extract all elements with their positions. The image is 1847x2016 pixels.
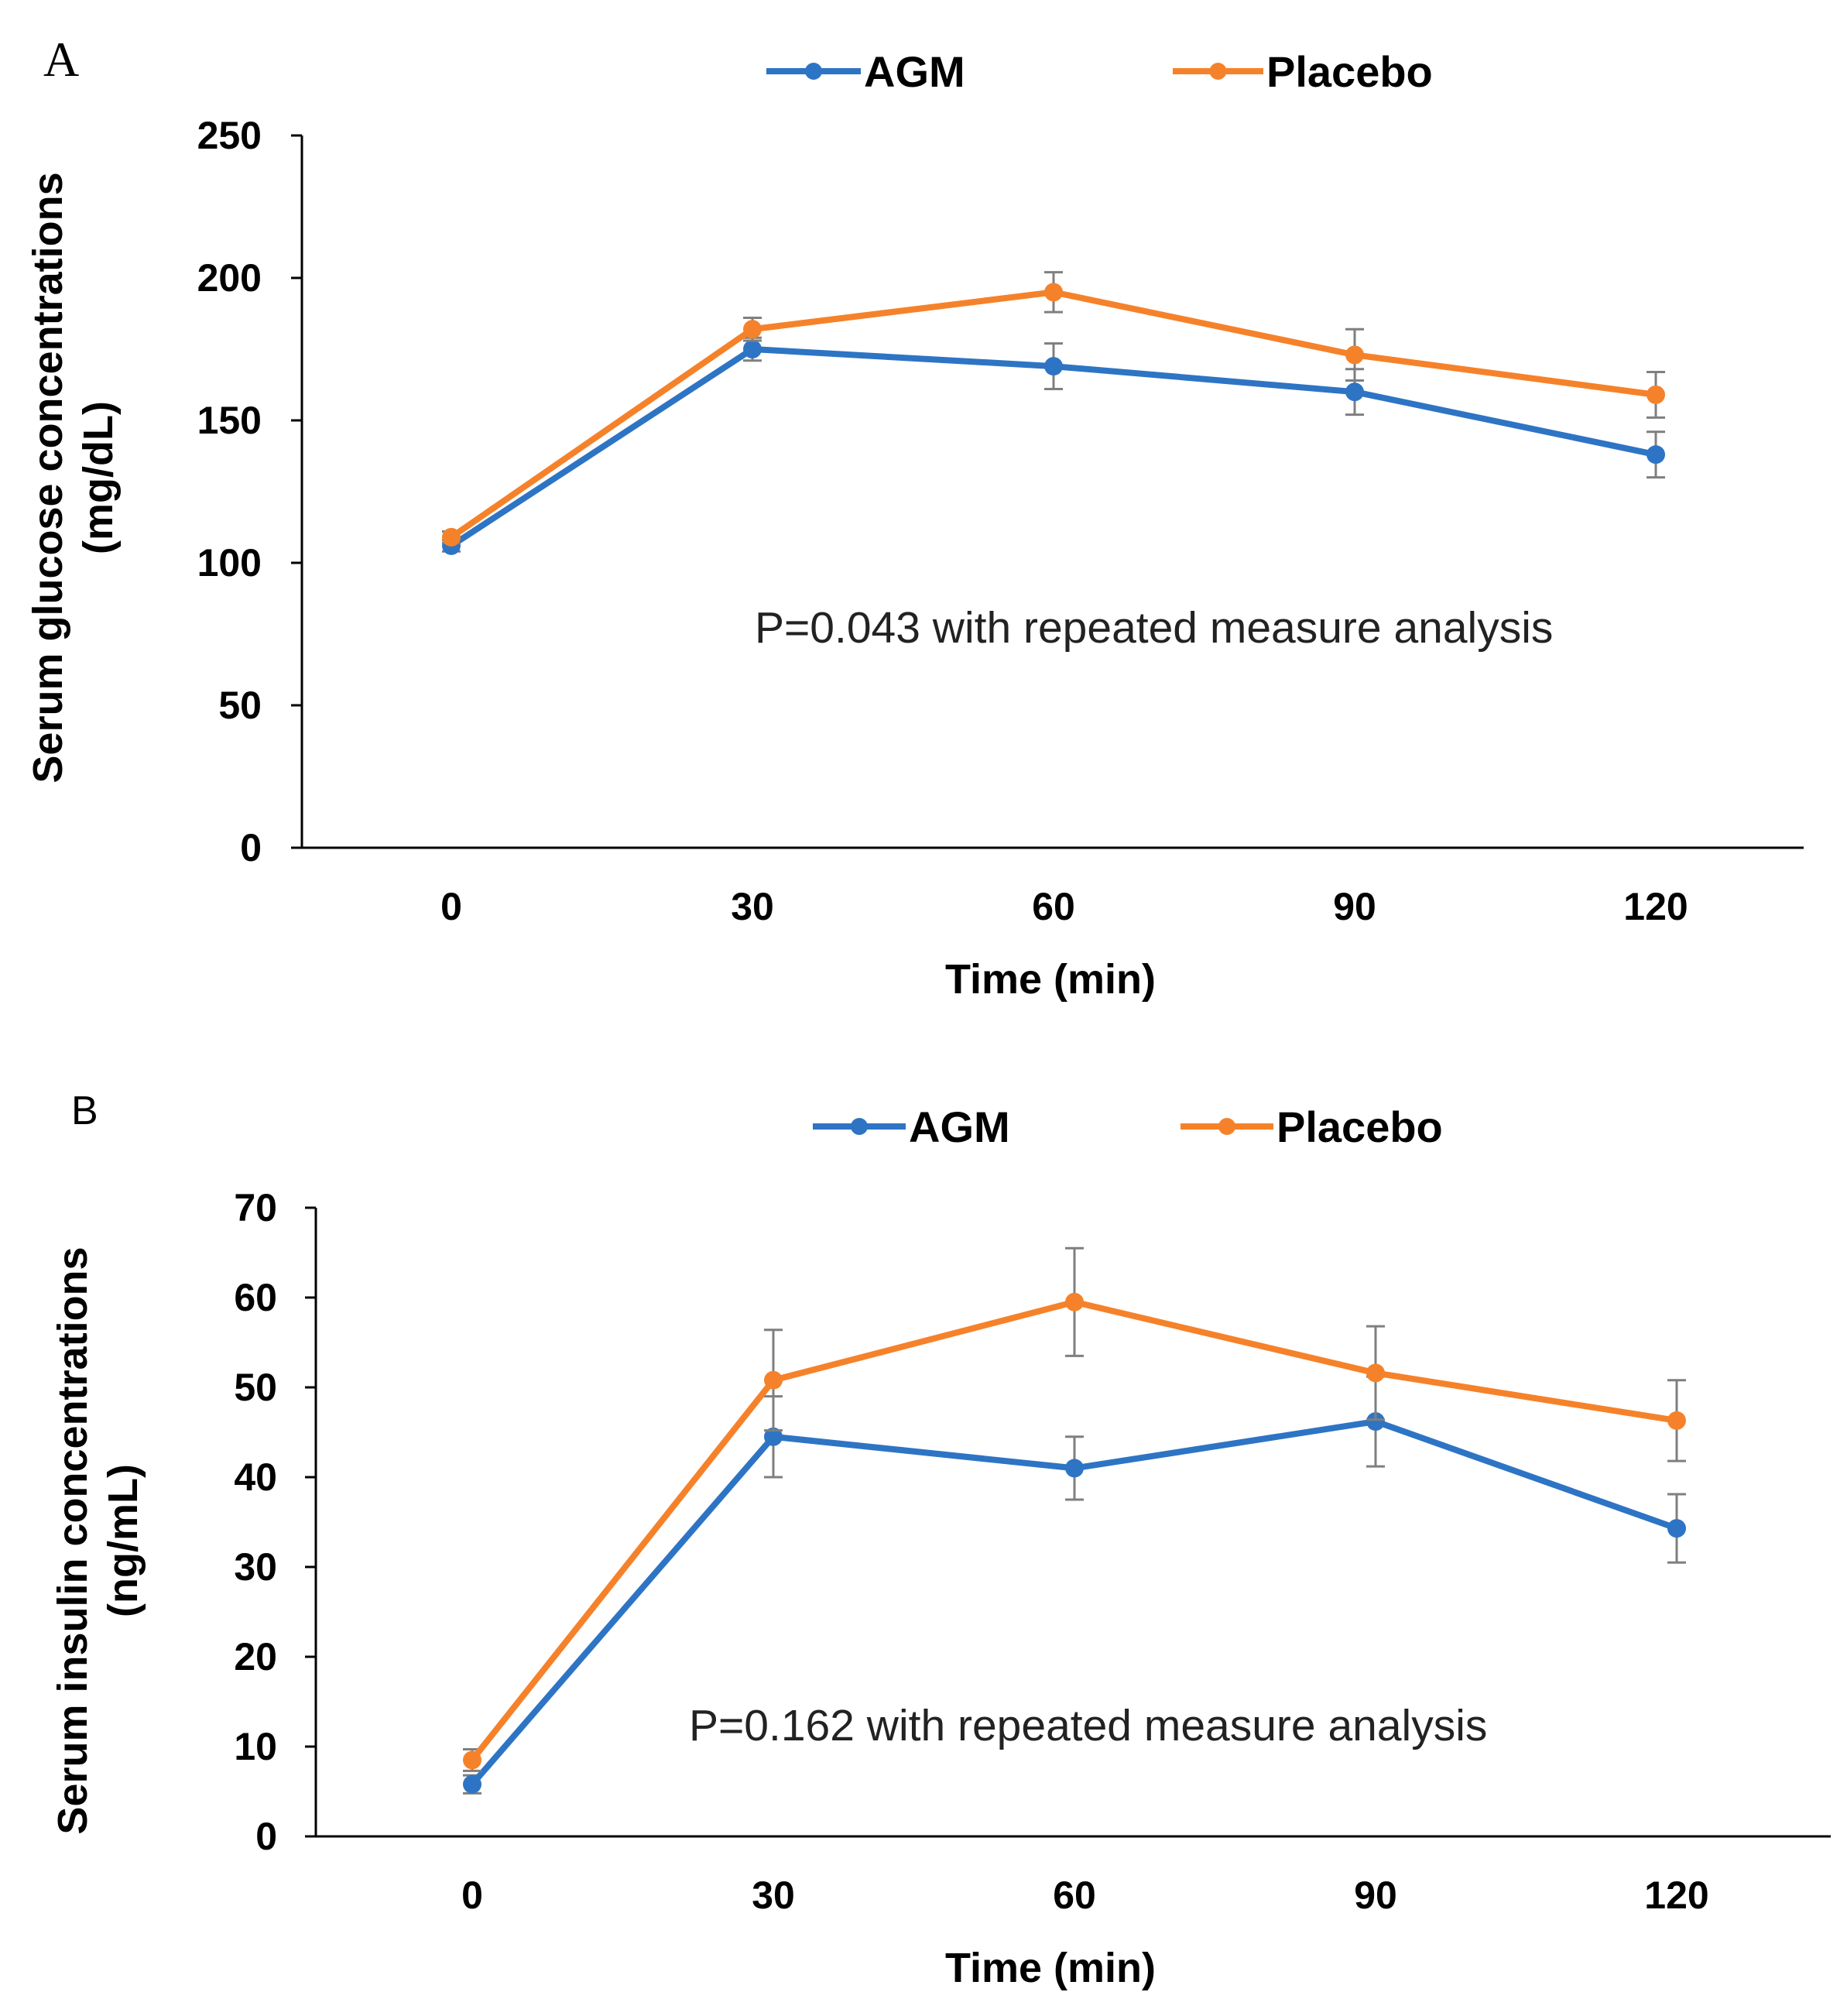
y-tick-label: 50 bbox=[234, 1366, 277, 1409]
x-tick-label: 120 bbox=[1644, 1874, 1708, 1917]
x-tick-label: 30 bbox=[752, 1874, 795, 1917]
data-point-placebo bbox=[442, 527, 461, 547]
y-tick-label: 100 bbox=[197, 541, 262, 585]
legend-marker-placebo bbox=[1218, 1118, 1235, 1135]
legend-marker-agm bbox=[851, 1118, 868, 1135]
data-point-agm bbox=[1366, 1412, 1385, 1431]
data-point-placebo bbox=[1044, 283, 1063, 302]
x-tick-label: 0 bbox=[440, 885, 462, 928]
y-tick-label: 150 bbox=[197, 399, 262, 442]
data-point-agm bbox=[743, 340, 762, 358]
legend-label-agm: AGM bbox=[864, 47, 965, 96]
y-tick-label: 30 bbox=[234, 1545, 277, 1589]
data-point-agm bbox=[463, 1774, 481, 1794]
y-tick-label: 20 bbox=[234, 1635, 277, 1678]
y-axis-label-b-line1: Serum insulin concentrations bbox=[50, 1246, 96, 1834]
x-tick-label: 60 bbox=[1053, 1874, 1096, 1917]
legend-label-agm: AGM bbox=[909, 1102, 1010, 1151]
data-point-placebo bbox=[1345, 345, 1364, 365]
data-point-placebo bbox=[1667, 1411, 1686, 1430]
legend-label-placebo: Placebo bbox=[1266, 47, 1433, 96]
chart-panel-b: B P=0.162 with repeated measure analysis… bbox=[50, 1089, 1831, 1991]
annotation-b: P=0.162 with repeated measure analysis bbox=[689, 1701, 1487, 1750]
y-tick-label: 200 bbox=[197, 256, 262, 300]
y-tick-label: 50 bbox=[218, 684, 262, 727]
y-tick-label: 0 bbox=[240, 826, 262, 869]
x-tick-label: 90 bbox=[1333, 885, 1376, 928]
series-line-placebo bbox=[469, 1298, 1677, 1762]
x-axis-label-b: Time (min) bbox=[945, 1945, 1156, 1991]
data-point-placebo bbox=[463, 1750, 481, 1770]
data-point-placebo bbox=[1366, 1363, 1385, 1383]
data-point-agm bbox=[1065, 1459, 1084, 1478]
x-tick-label: 120 bbox=[1623, 885, 1688, 928]
legend-marker-agm bbox=[805, 63, 822, 80]
legend-marker-placebo bbox=[1209, 63, 1227, 80]
data-point-agm bbox=[1647, 445, 1665, 465]
y-tick-label: 250 bbox=[197, 114, 262, 157]
data-point-placebo bbox=[764, 1370, 783, 1390]
y-tick-label: 70 bbox=[234, 1186, 277, 1229]
panel-label-a: A bbox=[43, 32, 79, 87]
y-tick-label: 40 bbox=[234, 1455, 277, 1499]
data-point-agm bbox=[764, 1427, 783, 1446]
x-tick-label: 30 bbox=[731, 885, 774, 928]
x-tick-label: 0 bbox=[461, 1874, 483, 1917]
legend-label-placebo: Placebo bbox=[1276, 1102, 1443, 1151]
data-point-placebo bbox=[1647, 385, 1665, 404]
x-tick-label: 90 bbox=[1354, 1874, 1397, 1917]
data-point-agm bbox=[1667, 1519, 1686, 1538]
y-tick-label: 10 bbox=[234, 1725, 277, 1768]
y-axis-label-a-line1: Serum glucose concentrations bbox=[25, 172, 71, 783]
y-axis-label-b-line2: (ng/mL) bbox=[100, 1464, 146, 1617]
y-tick-label: 60 bbox=[234, 1276, 277, 1319]
data-point-agm bbox=[1345, 382, 1364, 402]
y-axis-label-a-line2: (mg/dL) bbox=[75, 401, 122, 554]
x-tick-label: 60 bbox=[1032, 885, 1075, 928]
x-axis-label-a: Time (min) bbox=[945, 956, 1156, 1003]
data-point-agm bbox=[1044, 357, 1063, 376]
data-point-placebo bbox=[1065, 1292, 1084, 1311]
data-point-placebo bbox=[743, 320, 762, 339]
chart-panel-a: A P=0.043 with repeated measure analysis… bbox=[25, 32, 1804, 1003]
y-tick-label: 0 bbox=[255, 1815, 277, 1858]
panel-label-b: B bbox=[71, 1089, 98, 1133]
annotation-a: P=0.043 with repeated measure analysis bbox=[755, 603, 1553, 653]
